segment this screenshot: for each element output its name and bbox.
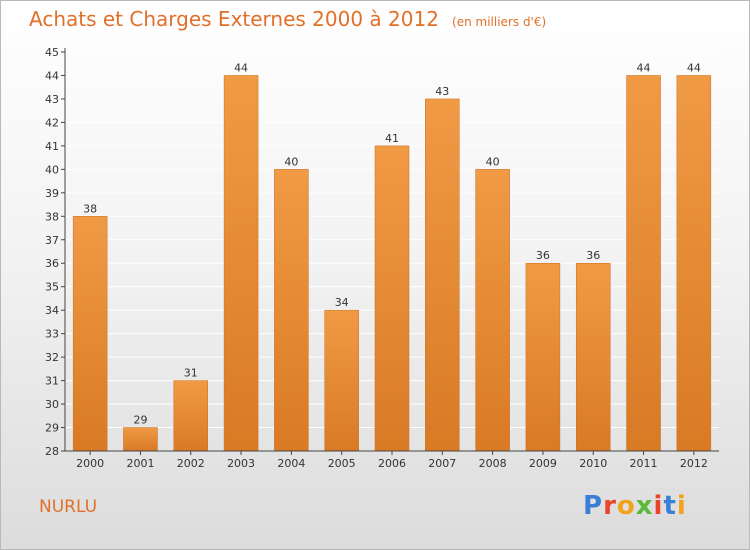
x-tick-label: 2006 [378,457,406,470]
data-labels: 38 29 31 44 40 34 41 43 40 36 36 44 44 [83,61,701,426]
data-label: 41 [385,132,399,145]
x-tick-label: 2008 [479,457,507,470]
axes: 28 29 30 31 32 33 34 35 36 37 38 39 40 41 42 43 44 45 2000… [45,46,719,470]
data-label: 29 [133,414,147,427]
y-tick-label: 42 [45,116,59,129]
title-row: Achats et Charges Externes 2000 à 2012 (… [29,7,546,31]
data-label: 44 [637,61,651,74]
y-tick-label: 35 [45,281,59,294]
data-label: 40 [284,155,298,168]
x-tick-label: 2011 [630,457,658,470]
bar [274,169,309,452]
bar [475,169,510,452]
x-tick-label: 2000 [76,457,104,470]
x-tick-label: 2002 [177,457,205,470]
y-tick-label: 28 [45,445,59,458]
chart-subtitle: (en milliers d'€) [452,15,547,29]
data-label: 34 [335,296,349,309]
bar [324,309,359,452]
y-tick-label: 33 [45,328,59,341]
y-tick-label: 36 [45,257,59,270]
y-tick-label: 44 [45,69,59,82]
bar [575,262,611,452]
bar [676,75,712,452]
bar [72,216,108,452]
data-label: 44 [234,61,248,74]
data-label: 36 [586,249,600,262]
x-tick-label: 2003 [227,457,255,470]
y-tick-label: 34 [45,304,59,317]
y-tick-label: 41 [45,140,59,153]
y-tick-label: 30 [45,398,59,411]
x-tick-label: 2004 [277,457,305,470]
y-tick-label: 32 [45,351,59,364]
location-label: NURLU [39,497,98,517]
data-label: 38 [83,202,97,215]
y-tick-label: 37 [45,234,59,247]
data-label: 36 [536,249,550,262]
x-tick-label: 2005 [328,457,356,470]
bar [425,98,460,452]
x-tick-label: 2009 [529,457,557,470]
bar [223,75,259,452]
y-tick-label: 45 [45,46,59,59]
data-label: 43 [435,85,449,98]
x-tick-label: 2010 [579,457,607,470]
bars [72,75,712,452]
x-tick-label: 2001 [126,457,154,470]
bar [374,145,410,452]
data-label: 44 [687,61,701,74]
bar [173,380,209,452]
y-tick-label: 43 [45,93,59,106]
data-label: 40 [486,155,500,168]
bar [525,262,561,452]
x-tick-label: 2007 [428,457,456,470]
y-tick-label: 38 [45,210,59,223]
bar [123,427,158,452]
bar [626,75,661,452]
y-tick-label: 31 [45,375,59,388]
chart-title: Achats et Charges Externes 2000 à 2012 [29,7,439,31]
proxiti-logo: Proxiti [583,491,687,521]
x-tick-label: 2012 [680,457,708,470]
y-tick-label: 40 [45,163,59,176]
y-tick-label: 39 [45,187,59,200]
y-tick-label: 29 [45,422,59,435]
data-label: 31 [184,367,198,380]
